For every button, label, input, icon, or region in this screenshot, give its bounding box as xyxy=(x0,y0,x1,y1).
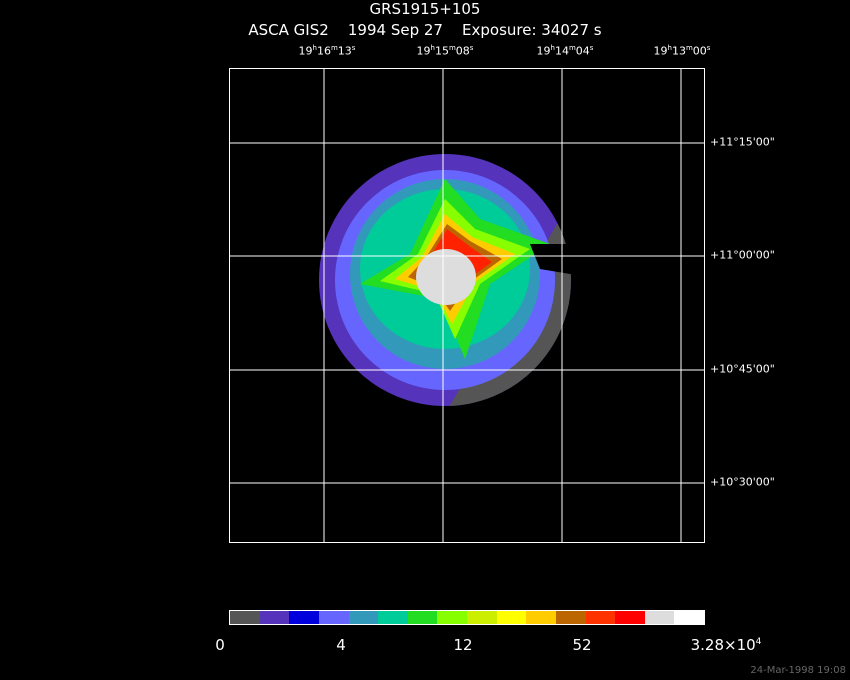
colorbar-swatch xyxy=(437,611,467,624)
timestamp: 24-Mar-1998 19:08 xyxy=(750,665,846,676)
colorbar-swatch xyxy=(289,611,319,624)
object-title: GRS1915+105 xyxy=(369,0,481,18)
color-bar xyxy=(229,610,705,625)
colorbar-label-4: 4 xyxy=(336,636,346,654)
instrument-label: ASCA GIS2 xyxy=(248,21,329,39)
coordinate-grid xyxy=(230,69,704,542)
colorbar-label-0: 0 xyxy=(215,636,225,654)
dec-label-4: +10°30'00" xyxy=(710,475,775,489)
ra-label-1: 19h16m13s xyxy=(298,44,356,58)
colorbar-swatch xyxy=(230,611,260,624)
dec-label-1: +11°15'00" xyxy=(710,135,775,149)
colorbar-swatch xyxy=(644,611,675,624)
ra-label-2: 19h15m08s xyxy=(416,44,474,58)
observation-subtitle: ASCA GIS2 1994 Sep 27 Exposure: 34027 s xyxy=(0,21,850,39)
colorbar-swatch xyxy=(526,611,556,624)
source-core xyxy=(416,249,476,305)
colorbar-swatch xyxy=(259,611,290,624)
xray-image xyxy=(230,69,704,542)
ra-label-4: 19h13m00s xyxy=(653,44,711,58)
colorbar-swatch xyxy=(615,611,645,624)
colorbar-swatch xyxy=(318,611,349,624)
colorbar-swatch xyxy=(467,611,497,624)
exposure-label: Exposure: 34027 s xyxy=(462,21,602,39)
image-frame xyxy=(229,68,705,543)
dec-label-3: +10°45'00" xyxy=(710,362,775,376)
colorbar-swatch xyxy=(407,611,438,624)
colorbar-label-12: 12 xyxy=(453,636,473,654)
colorbar-label-52: 52 xyxy=(572,636,592,654)
colorbar-swatch xyxy=(585,611,616,624)
colorbar-swatch xyxy=(674,611,704,624)
dec-label-2: +11°00'00" xyxy=(710,248,775,262)
colorbar-swatch xyxy=(378,611,408,624)
colorbar-swatch xyxy=(496,611,527,624)
fov-notch xyxy=(530,244,630,284)
date-label: 1994 Sep 27 xyxy=(347,21,443,39)
colorbar-label-max: 3.28×104 xyxy=(690,636,762,654)
colorbar-swatch xyxy=(555,611,586,624)
ra-label-3: 19h14m04s xyxy=(536,44,594,58)
colorbar-swatch xyxy=(348,611,379,624)
